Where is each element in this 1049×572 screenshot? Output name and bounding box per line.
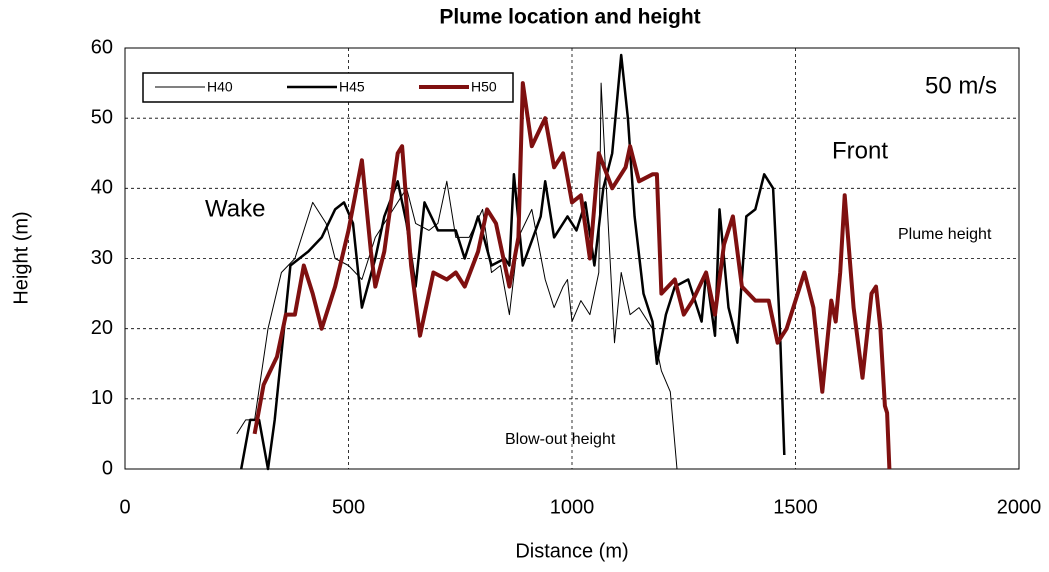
y-axis-label: Height (m) (10, 211, 32, 304)
chart-title: Plume location and height (439, 6, 700, 29)
y-tick-label: 60 (91, 36, 113, 58)
x-tick-label: 500 (332, 496, 365, 518)
annotation: Front (832, 137, 888, 164)
annotation: Blow-out height (505, 431, 616, 448)
y-tick-label: 40 (91, 177, 113, 199)
legend-label: H50 (471, 79, 497, 95)
legend-label: H45 (339, 79, 365, 95)
y-tick-label: 50 (91, 106, 113, 128)
series-line (252, 81, 892, 470)
series-line (236, 82, 678, 470)
x-tick-label: 1500 (773, 496, 818, 518)
plot-frame (124, 47, 1020, 470)
x-axis-label: Distance (m) (515, 540, 628, 562)
legend-label: H40 (207, 79, 233, 95)
x-tick-label: 2000 (997, 496, 1042, 518)
x-tick-label: 0 (119, 496, 130, 518)
y-tick-label: 0 (102, 457, 113, 479)
annotation: Wake (205, 195, 265, 222)
y-tick-label: 30 (91, 247, 113, 269)
annotation: 50 m/s (925, 72, 997, 99)
annotation: Plume height (898, 226, 992, 243)
x-tick-label: 1000 (550, 496, 595, 518)
y-tick-label: 10 (91, 387, 113, 409)
series-line (239, 53, 786, 471)
y-tick-label: 20 (91, 317, 113, 339)
